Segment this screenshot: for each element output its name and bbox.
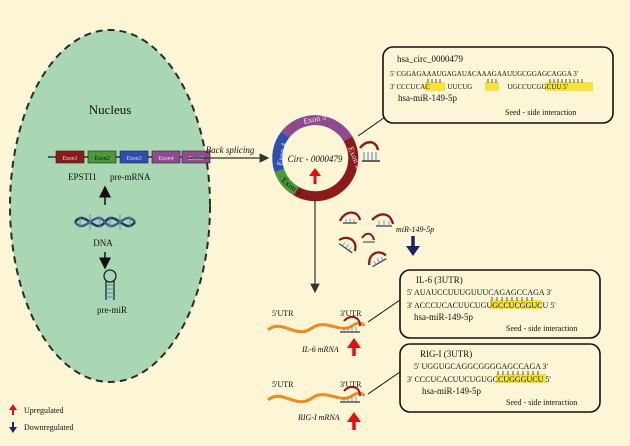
il6-utr5-label: 5'UTR: [272, 309, 294, 318]
il6-bound-mirna-icon: [340, 315, 361, 333]
box3-caption: Seed - side interaction: [506, 398, 577, 407]
il6-mrna-strand: [267, 321, 366, 334]
box3-base-pairs: [497, 371, 539, 375]
exon-3: Exon3: [119, 150, 149, 164]
box3-bottom-seq: 3' CCCUCACUUCUGUGCCUGGGUCU 5': [407, 375, 551, 384]
nucleus-membrane: [9, 29, 211, 383]
circ-center-label: Circ - 0000479: [288, 154, 343, 164]
legend-down-arrow-icon: [9, 422, 17, 433]
il6-utr3-label: 3'UTR: [340, 309, 362, 318]
rigi-mrna-label: RIG-I mRNA: [297, 413, 340, 422]
box1-top-seq: 5' CGGAGAAAUGAGAUACAAAGAAUUGCGGAGCAGGA 3…: [390, 70, 578, 78]
legend-up-label: Upregulated: [24, 406, 64, 415]
premrna-label: pre-mRNA: [110, 172, 151, 182]
rigi-utr3-label: 3'UTR: [340, 380, 362, 389]
rigi-up-arrow-icon: [347, 412, 361, 430]
legend-down-label: Downregulated: [24, 423, 73, 432]
circ-rna: Exon 5 Exon 2 Exon 3 Exon 4 Circ - 00004…: [272, 112, 380, 202]
svg-text:Exon2: Exon2: [93, 156, 109, 162]
dna-helix-icon: [73, 214, 137, 230]
mirna-down-arrow-icon: [406, 236, 420, 256]
rigi-mrna-strand: [267, 391, 366, 404]
mirna-icon: [338, 211, 362, 224]
il6-up-arrow-icon: [347, 338, 361, 356]
circ-bound-mirna-icon: [359, 141, 380, 162]
nucleus-title: Nucleus: [89, 102, 132, 117]
mirna-cluster: [338, 211, 395, 268]
dna-label: DNA: [93, 238, 113, 248]
mirna-label: miR-149-5p: [396, 225, 434, 234]
exon-4: Exon4: [151, 150, 181, 164]
legend-up-arrow-icon: [9, 404, 17, 415]
rigi-mrna: 5'UTR 3'UTR RIG-I mRNA: [267, 380, 366, 430]
box1-title: hsa_circ_0000479: [397, 54, 463, 64]
legend: Upregulated Downregulated: [9, 404, 73, 433]
circ-up-arrow-icon: [309, 168, 321, 184]
exon-5: Exon5: [181, 150, 211, 164]
svg-text:Exon1: Exon1: [61, 156, 77, 162]
box2-caption: Seed - side interaction: [506, 324, 577, 333]
rigi-to-box3-connector: [367, 371, 401, 395]
gene-label: EPSTI1: [68, 172, 97, 182]
box2-base-pairs: [491, 297, 533, 301]
back-splicing-label: Back splicing: [206, 145, 255, 155]
box3-title: RIG-I (3UTR): [420, 349, 472, 359]
exon-1: Exon1: [55, 150, 85, 164]
rigi-utr5-label: 5'UTR: [272, 380, 294, 389]
mirna-icon: [371, 213, 395, 227]
il6-mrna: 5'UTR 3'UTR IL-6 mRNA: [267, 309, 366, 356]
box3-mirna-name: hsa-miR-149-5p: [422, 386, 481, 396]
premir-label: pre-miR: [97, 305, 127, 315]
il6-to-box2-connector: [367, 299, 401, 323]
circ-binding-box: hsa_circ_0000479 5' CGGAGAAAUGAGAUACAAAG…: [382, 46, 614, 124]
circ-exon3-arc: [274, 168, 299, 196]
mirna-icon: [368, 251, 387, 268]
nucleus: Nucleus Exon1 Exon2 Exon3 Exon4 Exon5 EP…: [9, 29, 211, 383]
mirna-icon: [338, 236, 357, 254]
box1-mirna-name: hsa-miR-149-5p: [398, 93, 457, 103]
mirna-icon: [361, 232, 375, 243]
box1-bottom-seq: 3' CCCUCAC UUCUG UGCCUCGGCUU 5': [390, 83, 568, 91]
circ-exon2-arc: [293, 136, 359, 202]
box1-caption: Seed - side interaction: [505, 108, 576, 117]
box2-title: IL-6 (3UTR): [416, 275, 463, 285]
box2-top-seq: 5' AUAUCCUUUGUUUCAGAGCCAGA 3': [407, 288, 552, 297]
circ-exon4-arc: [272, 131, 290, 173]
svg-text:Exon3: Exon3: [125, 156, 141, 162]
il6-binding-box: IL-6 (3UTR) 5' AUAUCCUUUGUUUCAGAGCCAGA 3…: [399, 269, 601, 339]
box1-base-pairs: [427, 79, 583, 83]
il6-mrna-label: IL-6 mRNA: [301, 345, 339, 354]
rigi-binding-box: RIG-I (3UTR) 5' UGGUGCAGGCGGGGAGCCAGA 3'…: [399, 343, 601, 413]
box2-mirna-name: hsa-miR-149-5p: [414, 312, 473, 322]
box3-top-seq: 5' UGGUGCAGGCGGGGAGCCAGA 3': [414, 362, 549, 371]
svg-text:Exon5: Exon5: [187, 156, 203, 162]
box2-bottom-seq: 3' ACCCUCACUUCUGUGCCUCGGUCU 5': [407, 301, 556, 310]
exon-2: Exon2: [87, 150, 117, 164]
rigi-bound-mirna-icon: [340, 385, 361, 403]
premir-hairpin-icon: [103, 269, 117, 300]
svg-text:Exon4: Exon4: [157, 155, 173, 162]
circ-exon5-arc: [281, 115, 353, 142]
